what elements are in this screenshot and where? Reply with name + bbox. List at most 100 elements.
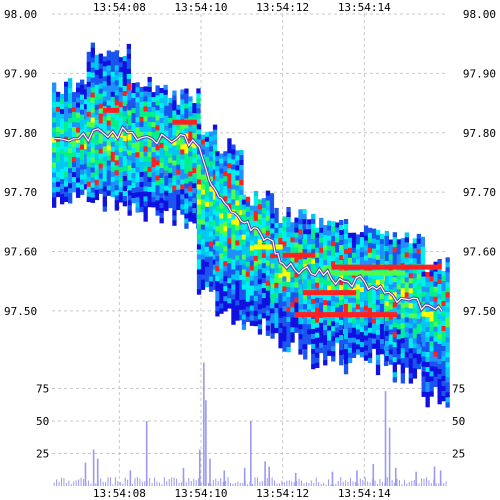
heatmap-cell (298, 339, 303, 345)
heatmap-cell (204, 271, 210, 278)
heatmap-cell (274, 217, 279, 224)
volume-bar (195, 480, 197, 486)
heatmap-cell (307, 219, 312, 225)
heatmap-cell (235, 240, 240, 246)
heatmap-cell (176, 194, 181, 200)
heatmap-cell (421, 296, 426, 302)
heatmap-cell (307, 334, 312, 340)
volume-tick-label-right: 75 (452, 383, 465, 396)
volume-bar (332, 484, 334, 486)
heatmap-cell (227, 178, 232, 184)
heatmap-cell (215, 311, 220, 317)
heatmap-cell (294, 242, 299, 248)
heatmap-cell (204, 141, 210, 148)
heatmap-cell (219, 153, 224, 159)
heatmap-cell (257, 279, 263, 285)
heatmap-cell (331, 231, 336, 237)
heatmap-cell (110, 111, 115, 118)
heatmap-cell (114, 70, 119, 76)
heatmap-cell (204, 176, 210, 183)
heatmap-cell (429, 356, 434, 362)
heatmap-cell (315, 227, 320, 233)
heatmap-cell (188, 166, 193, 172)
heatmap-cell (343, 239, 349, 245)
heatmap-cell (102, 166, 107, 172)
heatmap-cell (445, 312, 450, 318)
heatmap-cell (425, 352, 430, 358)
heatmap-cell (331, 321, 336, 327)
heatmap-cell (429, 291, 434, 297)
heatmap-cell (235, 195, 240, 201)
heatmap-cell (223, 161, 228, 167)
heatmap-cell (327, 340, 332, 346)
heatmap-cell (215, 166, 220, 172)
heatmap-cell (139, 146, 144, 153)
heatmap-cell (219, 208, 224, 214)
heatmap-cell (249, 245, 255, 251)
heatmap-cell (192, 133, 197, 139)
heatmap-cell (72, 122, 77, 128)
heatmap-cell (339, 335, 344, 341)
volume-bar (122, 483, 124, 486)
heatmap-cell (135, 172, 140, 178)
heatmap-cell (223, 221, 228, 227)
heatmap-cell (274, 287, 279, 294)
heatmap-cell (147, 176, 152, 183)
heatmap-cell (290, 287, 295, 293)
heatmap-cell (416, 243, 421, 250)
heatmap-cell (347, 237, 353, 244)
heatmap-cell (204, 276, 210, 283)
heatmap-cell (208, 176, 214, 182)
heatmap-cell (184, 183, 189, 189)
heatmap-cell (343, 299, 349, 305)
heatmap-cell (315, 322, 320, 328)
heatmap-cell (208, 261, 214, 267)
heatmap-cell (212, 144, 218, 150)
heatmap-cell (118, 107, 123, 113)
heatmap-cell (208, 161, 214, 167)
heatmap-cell (437, 334, 442, 340)
heatmap-cell (319, 222, 324, 229)
heatmap-cell (282, 216, 287, 222)
heatmap-cell (196, 254, 202, 260)
heatmap-cell (143, 111, 148, 117)
heatmap-cell (80, 159, 85, 165)
heatmap-cell (359, 287, 365, 293)
heatmap-cell (327, 240, 332, 246)
heatmap-cell (114, 165, 119, 171)
heatmap-cell (184, 188, 189, 194)
heatmap-cell (215, 216, 220, 222)
heatmap-cell (416, 333, 421, 340)
heatmap-cell (249, 310, 255, 316)
heatmap-cell (282, 236, 287, 242)
heatmap-cell (94, 109, 99, 116)
heatmap-cell (319, 337, 324, 344)
heatmap-cell (200, 214, 206, 220)
heatmap-cell (282, 286, 287, 292)
heatmap-cell (235, 290, 240, 296)
heatmap-cell (147, 106, 152, 113)
heatmap-cell (429, 316, 434, 322)
heatmap-cell (404, 257, 409, 263)
heatmap-cell (188, 106, 193, 112)
heatmap-cell (249, 260, 255, 266)
heatmap-cell (164, 160, 169, 166)
heatmap-cell (223, 286, 228, 292)
heatmap-cell (76, 162, 81, 168)
heatmap-cell (208, 211, 214, 217)
heatmap-cell (437, 264, 442, 270)
heatmap-cell (420, 261, 425, 268)
heatmap-cell (86, 181, 91, 188)
heatmap-cell (80, 144, 85, 150)
heatmap-cell (331, 341, 336, 347)
heatmap-cell (249, 300, 255, 306)
heatmap-cell (311, 328, 316, 335)
volume-bar (281, 480, 283, 486)
heatmap-cell (384, 251, 389, 257)
heatmap-cell (90, 187, 95, 193)
heatmap-cell (235, 315, 240, 321)
heatmap-cell (274, 207, 279, 214)
heatmap-cell (227, 163, 232, 169)
heatmap-cell (64, 86, 69, 92)
heatmap-cell (122, 86, 127, 92)
